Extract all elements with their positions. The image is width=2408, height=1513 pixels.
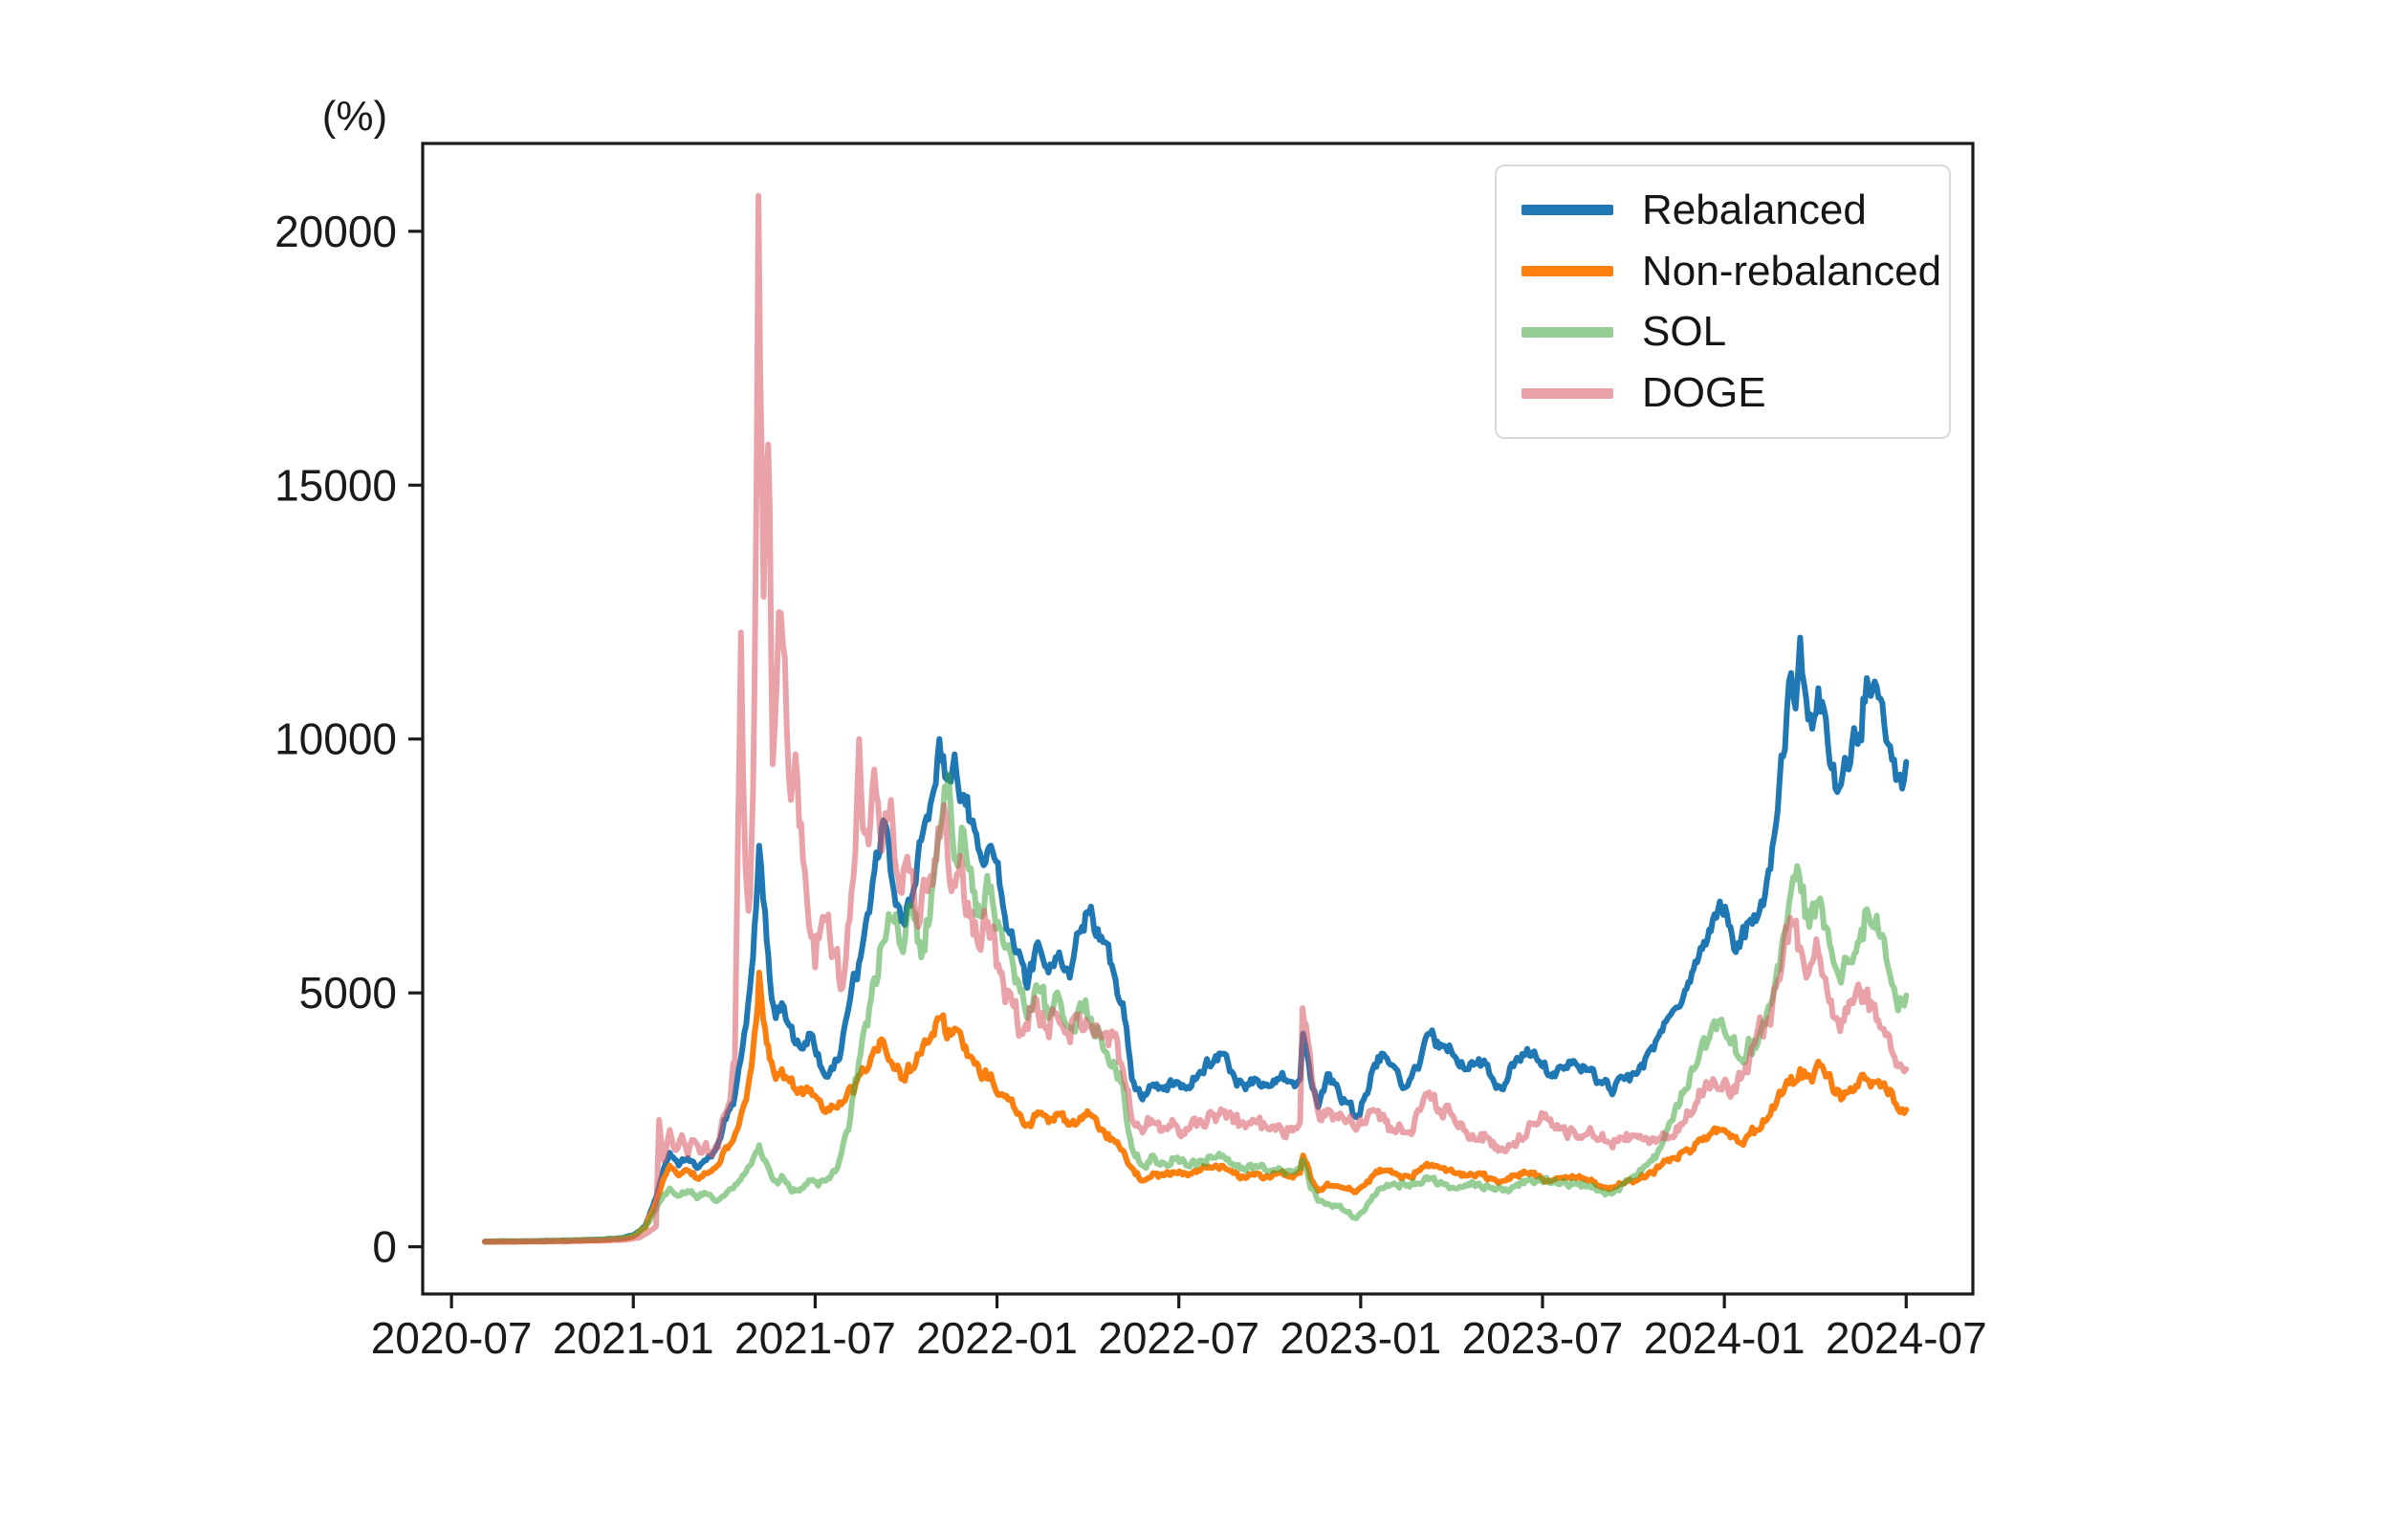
y-tick-label: 0 bbox=[372, 1222, 397, 1272]
legend-swatch-doge-icon bbox=[1521, 387, 1613, 399]
series-line-rebalanced bbox=[482, 634, 1910, 1245]
x-tick-label: 2023-07 bbox=[1462, 1313, 1624, 1363]
y-tick-label: 5000 bbox=[299, 968, 397, 1018]
x-tick-label: 2023-01 bbox=[1280, 1313, 1441, 1363]
series-line-sol bbox=[482, 771, 1910, 1245]
legend: Rebalanced Non-rebalanced SOL DOGE bbox=[1495, 164, 1951, 439]
x-tick-label: 2022-01 bbox=[916, 1313, 1078, 1363]
y-tick-label: 15000 bbox=[274, 460, 397, 510]
legend-label-rebalanced: Rebalanced bbox=[1642, 186, 1867, 233]
legend-label-non-rebalanced: Non-rebalanced bbox=[1642, 247, 1942, 295]
x-axis-ticks: 2020-07 2021-01 2021-07 2022-01 2022-07 2023-… bbox=[371, 1294, 1987, 1363]
y-axis-ticks: 0 5000 10000 15000 20000 bbox=[274, 207, 423, 1272]
x-tick-label: 2021-07 bbox=[734, 1313, 896, 1363]
x-tick-label: 2024-07 bbox=[1826, 1313, 1987, 1363]
y-axis-unit-label: (%) bbox=[322, 93, 387, 140]
legend-item-non-rebalanced: Non-rebalanced bbox=[1521, 247, 1949, 295]
legend-label-sol: SOL bbox=[1642, 308, 1727, 356]
y-tick-label: 20000 bbox=[274, 207, 397, 256]
legend-label-doge: DOGE bbox=[1642, 369, 1766, 417]
x-tick-label: 2020-07 bbox=[371, 1313, 533, 1363]
series-line-doge bbox=[482, 192, 1910, 1245]
x-tick-label: 2021-01 bbox=[553, 1313, 714, 1363]
x-tick-label: 2022-07 bbox=[1098, 1313, 1259, 1363]
legend-item-doge: DOGE bbox=[1521, 372, 1949, 414]
x-tick-label: 2024-01 bbox=[1644, 1313, 1806, 1363]
legend-item-rebalanced: Rebalanced bbox=[1521, 186, 1949, 233]
data-series-lines bbox=[482, 192, 1910, 1245]
legend-item-sol: SOL bbox=[1521, 311, 1949, 353]
legend-swatch-non-rebalanced-icon bbox=[1521, 266, 1613, 277]
legend-swatch-rebalanced-icon bbox=[1521, 205, 1613, 216]
axes bbox=[421, 142, 1975, 1296]
y-tick-label: 10000 bbox=[274, 714, 397, 764]
legend-swatch-sol-icon bbox=[1521, 326, 1613, 338]
series-line-non-rebalanced bbox=[482, 969, 1910, 1245]
